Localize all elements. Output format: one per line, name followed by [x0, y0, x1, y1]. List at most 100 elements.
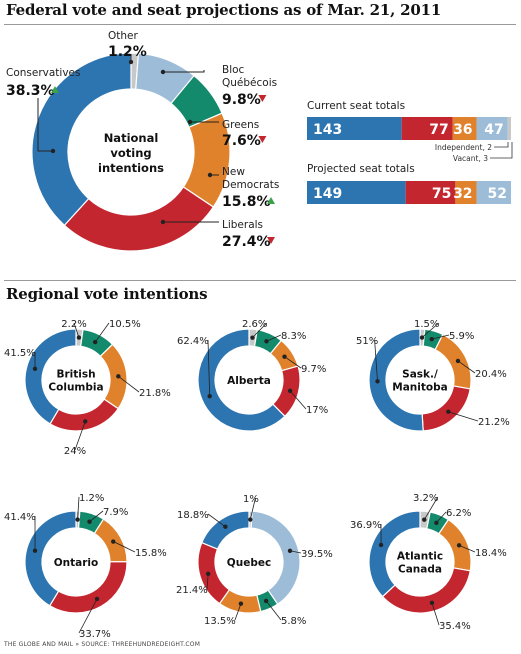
region-ontario-leader-other	[77, 496, 80, 520]
current-seats-value-liberals: 77	[429, 122, 448, 138]
region-alberta-label-conservatives: 62.4%	[177, 336, 209, 347]
region-quebec-label-new-democrats: 13.5%	[204, 616, 236, 627]
region-quebec-label-other: 1%	[243, 494, 259, 505]
region-ontario-slice-liberals	[48, 561, 128, 614]
national-label-conservatives-value: 38.3%	[6, 83, 55, 99]
region-alberta-dot-greens	[264, 339, 269, 344]
national-label-bloc-qu-b-cois-value: 9.8%	[222, 92, 261, 108]
region-british-columbia-center-label: Columbia	[48, 382, 103, 394]
region-quebec-leader-conservatives	[207, 513, 226, 528]
national-label-conservatives-dot	[50, 148, 56, 154]
region-sask-manitoba-label-greens: 5.9%	[449, 331, 474, 342]
region-sask-manitoba-slice-conservatives	[368, 328, 424, 432]
region-atlantic-canada-leader-liberals	[431, 602, 440, 626]
region-quebec-slice-conservatives	[201, 510, 250, 550]
national-label-greens-dot	[187, 119, 193, 125]
region-british-columbia-dot-liberals	[83, 419, 88, 424]
region-ontario-leader-liberals	[78, 598, 98, 634]
current-seats-value-bloc-qu-b-cois: 47	[484, 122, 503, 138]
vacant-note: Vacant, 3	[453, 154, 488, 163]
national-label-bloc-qu-b-cois-name: Bloc	[222, 64, 245, 76]
current-seats-value-conservatives: 143	[313, 122, 342, 138]
region-ontario-slice-conservatives	[24, 510, 77, 607]
current-seats-seg-liberals	[401, 117, 453, 140]
region-ontario-label-liberals: 33.7%	[79, 629, 111, 640]
vacant-leader	[490, 142, 513, 159]
region-british-columbia-leader-other	[73, 322, 80, 338]
regional-title: Regional vote intentions	[6, 285, 208, 303]
region-alberta-leader-new-democrats	[284, 356, 302, 369]
region-alberta-dot-other	[250, 335, 255, 340]
region-alberta-leader-other	[252, 322, 268, 338]
region-ontario-slice-new-democrats	[93, 518, 128, 563]
national-label-liberals-trend-down-icon	[267, 237, 275, 244]
region-quebec-dot-bloc-qu-b-cois	[287, 548, 293, 553]
page-title: Federal vote and seat projections as of …	[6, 1, 442, 19]
national-label-other-value: 1.2%	[108, 44, 147, 60]
national-label-new-democrats-name: New	[222, 166, 245, 178]
region-quebec-label-liberals: 21.4%	[176, 585, 208, 596]
region-quebec-label-bloc-qu-b-cois: 39.5%	[301, 549, 333, 560]
region-alberta-label-new-democrats: 9.7%	[301, 364, 326, 375]
region-sask-manitoba-dot-conservatives	[375, 379, 380, 384]
region-british-columbia-label-greens: 10.5%	[109, 319, 141, 330]
region-alberta-label-greens: 8.3%	[281, 331, 306, 342]
region-quebec-dot-conservatives	[223, 524, 228, 529]
projected-seats-value-conservatives: 149	[313, 186, 342, 202]
region-quebec-dot-new-democrats	[238, 601, 244, 606]
national-label-bloc-qu-b-cois-trend-down-icon	[258, 95, 267, 102]
region-quebec-leader-greens	[265, 600, 282, 621]
projected-seats-seg-conservatives	[307, 181, 406, 204]
region-ontario-dot-liberals	[94, 596, 100, 602]
region-british-columbia-dot-other	[76, 335, 82, 340]
region-ontario-leader-greens	[89, 510, 104, 523]
title-rule	[4, 24, 516, 25]
national-label-new-democrats-trend-up-icon	[267, 197, 275, 204]
region-alberta-dot-liberals	[287, 388, 293, 394]
region-atlantic-canada-slice-new-democrats	[438, 518, 472, 572]
national-label-new-democrats-name: Democrats	[222, 179, 279, 191]
national-label-other-name: Other	[108, 30, 138, 42]
region-british-columbia-leader-liberals	[74, 421, 86, 451]
projected-seats-value-bloc-qu-b-cois: 52	[488, 186, 507, 202]
national-label-bloc-qu-b-cois-dot	[160, 69, 166, 75]
region-atlantic-canada-slice-conservatives	[368, 510, 421, 598]
region-sask-manitoba-label-other: 1.5%	[414, 319, 439, 330]
independent-note: Independent, 2	[435, 143, 492, 152]
region-alberta-dot-new-democrats	[282, 354, 287, 359]
region-alberta-leader-greens	[266, 334, 282, 342]
national-slice-conservatives	[31, 52, 132, 227]
region-sask-manitoba-label-new-democrats: 20.4%	[475, 369, 507, 380]
national-label-conservatives-trend-up-icon	[51, 86, 59, 93]
region-british-columbia-leader-greens	[94, 322, 110, 343]
projected-seats-value-new-democrats: 32	[453, 186, 472, 202]
region-quebec-label-conservatives: 18.8%	[177, 510, 209, 521]
region-atlantic-canada-center-label: Atlantic	[397, 551, 443, 563]
current-seats-seg-conservatives	[307, 117, 402, 140]
region-sask-manitoba-dot-new-democrats	[455, 358, 461, 364]
projected-seats-seg-new-democrats	[455, 181, 477, 204]
region-atlantic-canada-label-new-democrats: 18.4%	[475, 548, 507, 559]
national-label-greens-trend-down-icon	[258, 136, 267, 143]
national-center-label: intentions	[98, 161, 164, 175]
region-alberta-leader-conservatives	[207, 339, 211, 397]
region-atlantic-canada-leader-greens	[436, 511, 447, 524]
region-quebec-center-label: Quebec	[227, 557, 271, 569]
national-label-new-democrats-value: 15.8%	[222, 194, 271, 210]
region-ontario-dot-other	[75, 517, 80, 522]
region-sask-manitoba-dot-greens	[429, 336, 434, 342]
region-atlantic-canada-leader-other	[423, 496, 439, 520]
projected-seats-value-liberals: 75	[432, 186, 451, 202]
region-alberta-center-label: Alberta	[227, 375, 271, 387]
national-center-label: voting	[110, 146, 151, 160]
region-british-columbia-dot-conservatives	[32, 366, 38, 371]
region-atlantic-canada-dot-greens	[434, 520, 439, 525]
region-alberta-slice-conservatives	[197, 328, 286, 432]
region-quebec-leader-liberals	[206, 573, 209, 590]
region-ontario-label-conservatives: 41.4%	[4, 512, 36, 523]
region-british-columbia-label-conservatives: 41.5%	[4, 348, 36, 359]
region-sask-manitoba-dot-other	[419, 335, 425, 340]
national-center-label: National	[104, 131, 159, 145]
region-british-columbia-label-new-democrats: 21.8%	[139, 388, 171, 399]
